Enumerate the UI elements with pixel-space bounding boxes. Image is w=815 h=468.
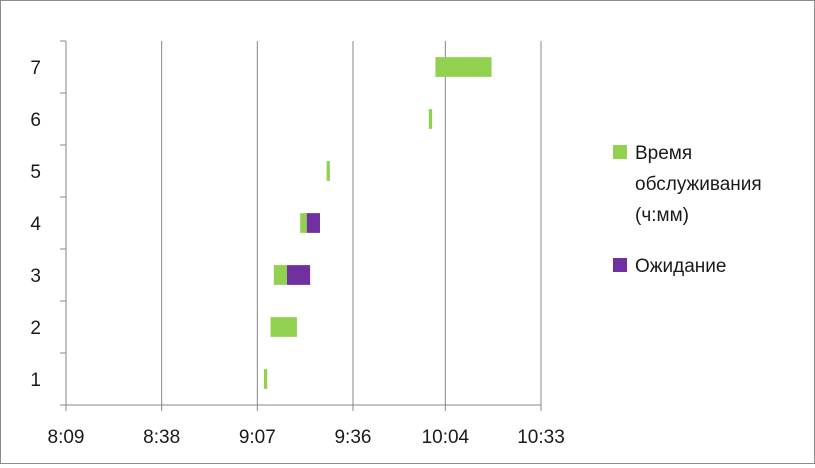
legend-label-service: Время <box>635 143 692 164</box>
legend-label-waiting: Ожидание <box>635 256 726 277</box>
x-tick-label: 9:36 <box>334 427 371 448</box>
service-time-bar <box>300 213 307 233</box>
axis-ticks <box>60 40 542 411</box>
waiting-bar <box>287 265 311 285</box>
legend-label-service: обслуживания <box>635 174 762 195</box>
service-time-bar <box>428 109 433 129</box>
x-tick-label: 8:38 <box>143 427 180 448</box>
x-tick-labels: 8:09 8:38 9:07 9:36 10:04 10:33 <box>48 427 565 448</box>
service-time-bar <box>435 57 492 77</box>
legend-label-service: (ч:мм) <box>635 205 689 226</box>
service-time-bar <box>263 369 268 389</box>
y-tick-label: 1 <box>30 370 41 391</box>
legend-swatch-waiting <box>613 258 627 272</box>
y-tick-label: 3 <box>30 266 41 287</box>
y-tick-label: 5 <box>30 162 41 183</box>
bars <box>263 57 492 389</box>
service-time-bar <box>326 161 330 181</box>
x-tick-label: 10:04 <box>422 427 470 448</box>
x-tick-label: 8:09 <box>48 427 85 448</box>
y-tick-labels: 1 2 3 4 5 6 7 <box>30 58 41 391</box>
y-tick-label: 6 <box>30 110 41 131</box>
waiting-bar <box>306 213 320 233</box>
y-tick-label: 7 <box>30 58 41 79</box>
service-time-bar <box>273 265 288 285</box>
legend-swatch-service <box>613 145 627 159</box>
gridlines <box>161 41 542 405</box>
y-tick-label: 2 <box>30 318 41 339</box>
service-time-bar <box>270 317 297 337</box>
x-tick-label: 9:07 <box>239 427 276 448</box>
legend: Время обслуживания (ч:мм) Ожидание <box>613 143 762 277</box>
y-tick-label: 4 <box>30 214 41 235</box>
x-tick-label: 10:33 <box>517 427 565 448</box>
